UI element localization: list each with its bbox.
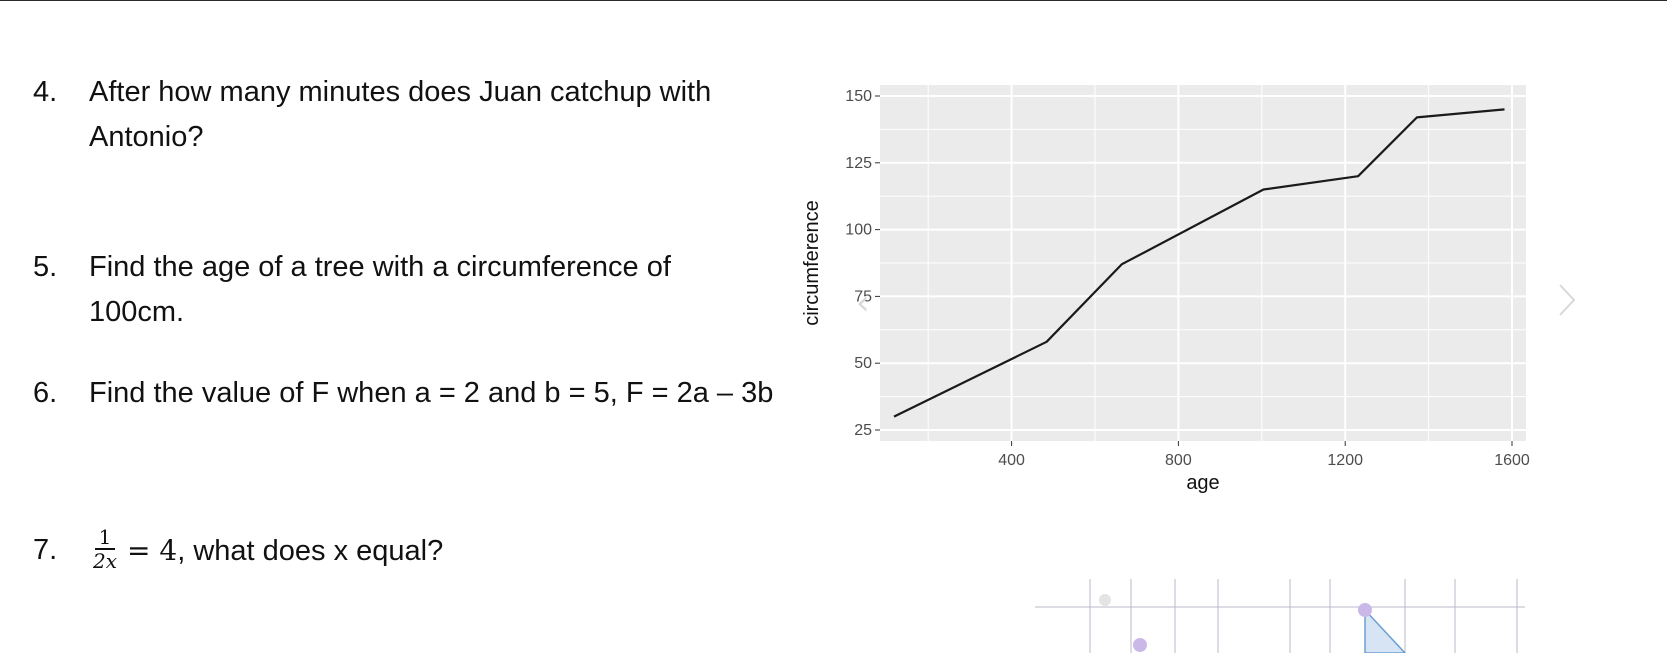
question-number: 6. (33, 377, 58, 409)
y-tick-label: 50 (854, 355, 872, 372)
question-number: 7. (33, 534, 58, 566)
question-rest: , what does x equal? (177, 535, 444, 567)
coordinate-graph-preview (1035, 579, 1525, 653)
question-6: 6. Find the value of F when a = 2 and b … (33, 371, 829, 416)
equation: = 4 (127, 534, 178, 567)
question-5: 5. Find the age of a tree with a circumf… (33, 245, 829, 335)
y-tick-label: 25 (854, 422, 872, 439)
question-line-1: Find the value of F when a = 2 and b = 5… (89, 377, 774, 409)
question-text: Find the age of a tree with a circumfere… (89, 245, 829, 335)
y-tick-label: 100 (845, 222, 872, 239)
top-rule (0, 0, 1667, 1)
x-tick-label: 400 (998, 452, 1025, 469)
question-line-2: Antonio? (89, 121, 204, 153)
chevron-left-icon[interactable]: ‹ (856, 283, 870, 323)
question-text: Find the value of F when a = 2 and b = 5… (89, 371, 829, 416)
question-line-2: 100cm. (89, 296, 185, 328)
chart-svg: 400 800 1200 1600 25 50 75 100 125 150 age circumfe… (801, 85, 1530, 494)
graph-triangle (1364, 608, 1407, 653)
y-tick-label: 75 (854, 288, 872, 305)
fraction-denominator: 2x (93, 549, 118, 574)
x-tick-label: 1200 (1327, 452, 1363, 469)
fraction-numerator: 1 (94, 526, 116, 551)
question-number: 5. (33, 251, 58, 283)
graph-point[interactable] (1358, 603, 1372, 617)
x-tick-label: 800 (1165, 452, 1192, 469)
y-axis-label: circumference (801, 200, 823, 326)
graph-point[interactable] (1099, 594, 1111, 606)
chevron-right-icon[interactable] (1557, 283, 1577, 317)
question-7: 7. 1 2x = 4, what does x equal? (33, 526, 829, 575)
question-number: 4. (33, 76, 58, 108)
y-tick-label: 125 (845, 155, 872, 172)
graph-point[interactable] (1133, 638, 1147, 652)
x-tick-label: 1600 (1494, 452, 1530, 469)
question-text: 1 2x = 4, what does x equal? (89, 526, 829, 575)
question-line-1: Find the age of a tree with a circumfere… (89, 251, 671, 283)
line-chart: 400 800 1200 1600 25 50 75 100 125 150 age circumfe… (801, 80, 1600, 520)
question-line-1: After how many minutes does Juan catchup… (89, 76, 712, 108)
question-text: After how many minutes does Juan catchup… (89, 70, 829, 160)
question-4: 4. After how many minutes does Juan catc… (33, 70, 829, 160)
x-axis-label: age (1186, 472, 1219, 494)
y-tick-label: 150 (845, 88, 872, 105)
series-line (893, 108, 1505, 418)
fraction: 1 2x (89, 526, 121, 572)
